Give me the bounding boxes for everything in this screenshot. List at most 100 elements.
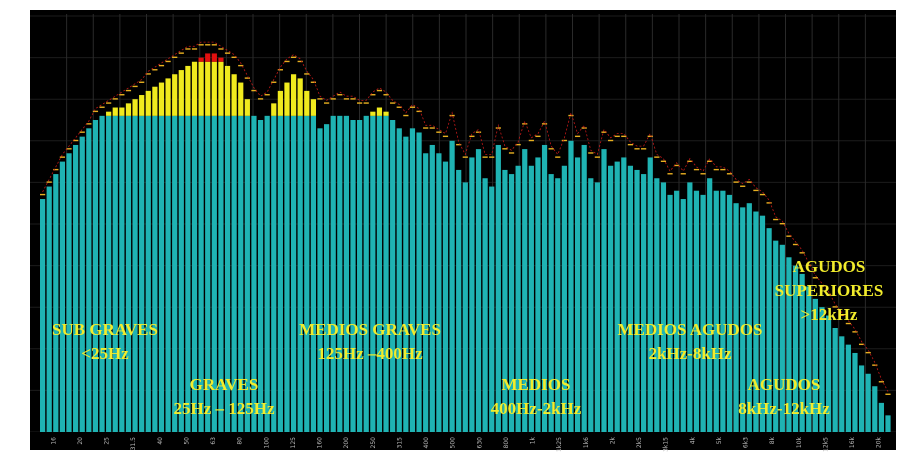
bar-segment-base	[541, 144, 548, 432]
peak-marker	[409, 106, 416, 108]
annotation-agudos-superiores: AGUDOS SUPERIORES >12kHz	[775, 257, 884, 324]
bar-segment-base	[832, 328, 838, 432]
spectrum-bar	[40, 199, 46, 432]
peak-marker	[858, 343, 865, 346]
peak-marker	[713, 168, 719, 171]
bar-segment-base	[66, 153, 72, 432]
bar-segment-mid	[277, 90, 283, 116]
peak-marker	[852, 331, 858, 333]
x-axis-strip	[30, 432, 896, 450]
bar-segment-base	[740, 207, 746, 432]
spectrum-bar	[357, 120, 363, 432]
peak-marker	[647, 135, 653, 138]
peak-marker	[720, 168, 726, 171]
bar-segment-mid	[172, 74, 178, 116]
spectrum-bar	[878, 402, 884, 432]
spectrum-bar	[53, 174, 59, 432]
spectrum-bar	[469, 157, 475, 432]
peak-marker	[271, 81, 277, 83]
bar-segment-base	[449, 140, 455, 433]
bar-segment-mid	[139, 95, 145, 116]
bar-segment-hot	[211, 53, 217, 62]
spectrum-bar	[403, 136, 409, 432]
spectrum-bar	[693, 190, 700, 432]
bar-segment-base	[588, 178, 594, 432]
bar-segment-base	[806, 286, 812, 432]
peak-marker	[436, 131, 442, 133]
peak-marker	[508, 152, 515, 154]
bar-segment-base	[59, 161, 66, 432]
spectrum-bar	[806, 286, 812, 432]
peak-marker	[680, 173, 686, 175]
bar-segment-base	[343, 115, 350, 432]
annotation-sub-graves: SUB GRAVES <25Hz	[52, 320, 158, 363]
peak-marker	[343, 98, 350, 100]
spectrum-bar	[812, 298, 818, 432]
x-tick-label: 315	[396, 437, 403, 449]
bar-segment-base	[416, 132, 422, 433]
peak-marker	[825, 293, 832, 296]
spectrum-bar	[119, 107, 125, 432]
bar-segment-base	[277, 115, 283, 432]
peak-marker	[324, 102, 330, 104]
bar-segment-base	[330, 115, 336, 432]
spectrum-bar	[852, 352, 858, 432]
bar-segment-base	[53, 174, 59, 432]
x-tick-label: 10k	[796, 436, 803, 448]
bar-segment-base	[693, 190, 700, 432]
spectrum-bar	[416, 132, 422, 433]
spectrum-bar	[515, 165, 521, 432]
spectrum-bar	[370, 111, 376, 432]
bar-segment-mid	[224, 65, 231, 116]
bar-segment-base	[205, 115, 211, 432]
bar-segment-mid	[125, 103, 132, 116]
bar-segment-hot	[205, 53, 211, 62]
peak-marker	[489, 156, 495, 158]
spectrum-bar	[462, 182, 468, 432]
bar-segment-mid	[211, 61, 217, 116]
bar-segment-base	[145, 115, 151, 432]
bar-segment-base	[290, 115, 297, 432]
spectrum-bars	[40, 53, 891, 433]
annotation-line: GRAVES	[190, 375, 259, 394]
spectrum-bar	[390, 120, 396, 432]
spectrum-bar	[581, 144, 587, 432]
spectrum-bar	[773, 240, 779, 432]
bar-segment-base	[654, 178, 660, 432]
spectrum-bar	[152, 86, 158, 432]
spectrum-bar	[885, 415, 891, 432]
peak-marker	[753, 189, 759, 192]
bar-segment-base	[707, 178, 713, 432]
x-tick-label: 200	[343, 437, 350, 449]
spectrum-bar	[330, 115, 336, 432]
bar-segment-mid	[158, 82, 165, 116]
spectrum-bar	[185, 65, 191, 432]
x-tick-label: 6k3	[743, 437, 750, 448]
peak-marker	[779, 223, 785, 225]
peak-marker	[390, 102, 396, 104]
peak-marker	[872, 364, 878, 366]
peak-marker	[819, 285, 825, 287]
bar-segment-base	[423, 153, 429, 432]
bar-segment-base	[172, 115, 178, 432]
spectrum-bar	[561, 165, 567, 432]
spectrum-bar	[508, 174, 515, 432]
bar-segment-base	[660, 182, 667, 432]
spectrum-bar	[409, 128, 416, 432]
peak-marker	[46, 181, 52, 183]
peak-marker	[693, 168, 700, 171]
bar-segment-base	[799, 273, 805, 432]
bar-segment-base	[462, 182, 468, 432]
peak-marker	[317, 98, 323, 100]
spectrum-bar	[707, 178, 713, 432]
peak-marker	[786, 235, 792, 237]
bar-segment-base	[112, 115, 118, 432]
spectrum-bar	[792, 265, 799, 432]
bar-segment-base	[119, 115, 125, 432]
peak-marker	[357, 102, 363, 104]
bar-segment-base	[92, 120, 99, 432]
peak-marker	[759, 193, 766, 196]
x-tick-label: 2k5	[636, 437, 643, 448]
bar-segment-base	[792, 265, 799, 432]
peak-marker	[125, 89, 132, 92]
